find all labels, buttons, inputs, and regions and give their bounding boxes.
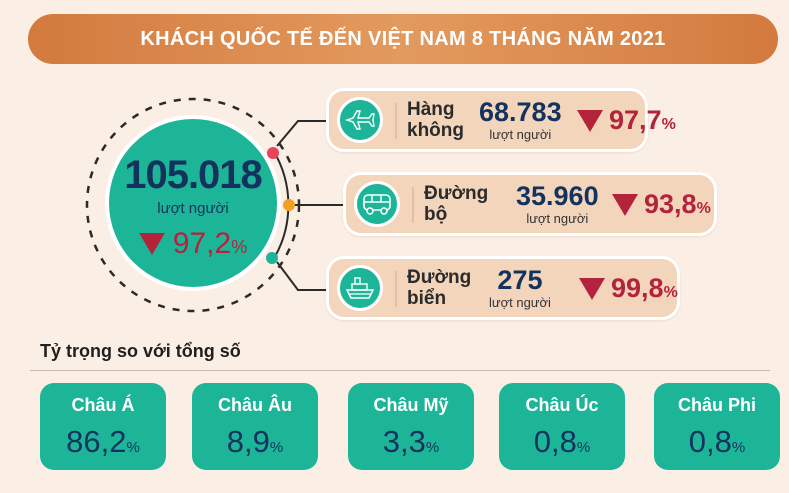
percent-sign: %: [731, 439, 746, 456]
share-box-asia: Châu Á 86,2%: [40, 383, 166, 470]
down-triangle-icon: [579, 277, 605, 300]
value: 35.960: [516, 181, 599, 211]
percent-sign: %: [661, 116, 676, 133]
mode-label: Đường bộ: [424, 183, 488, 225]
region-share: 3,3%: [348, 424, 474, 460]
percent-sign: %: [663, 284, 678, 301]
label-line2: bộ: [424, 204, 448, 225]
region-share: 0,8%: [654, 424, 780, 460]
down-triangle-icon: [577, 109, 603, 132]
percent-sign: %: [231, 237, 248, 257]
region-label: Châu Phi: [677, 395, 756, 415]
down-triangle-icon: [138, 233, 165, 255]
divider: [30, 370, 770, 371]
mode-card-air: Hàng không 68.783 lượt người 97,7%: [326, 88, 676, 152]
mode-change: 93,8%: [612, 189, 711, 220]
total-unit: lượt người: [157, 200, 229, 217]
connector-graphic: [85, 97, 347, 313]
divider: [395, 271, 397, 307]
page-title: KHÁCH QUỐC TẾ ĐẾN VIỆT NAM 8 THÁNG NĂM 2…: [28, 14, 778, 64]
region-share: 0,8%: [499, 424, 625, 460]
change-value: 97,7: [609, 105, 662, 135]
change-value: 93,8: [644, 189, 697, 219]
connector-line-sea: [276, 261, 330, 291]
down-triangle-icon: [612, 193, 638, 216]
value: 68.783: [479, 97, 562, 127]
ship-icon: [337, 265, 383, 311]
mode-change: 99,8%: [579, 273, 678, 304]
mode-value: 275 lượt người: [489, 265, 551, 310]
label-line1: Đường: [407, 267, 472, 288]
dot-air: [267, 147, 279, 159]
dot-sea: [266, 252, 278, 264]
share-box-europe: Châu Âu 8,9%: [192, 383, 318, 470]
label-line1: Hàng: [407, 99, 455, 120]
share-value: 3,3: [382, 424, 426, 459]
total-value: 105.018: [124, 153, 263, 197]
percent-sign: %: [269, 439, 284, 456]
percent-sign: %: [126, 439, 140, 456]
share-value: 0,8: [688, 424, 732, 459]
share-box-africa: Châu Phi 0,8%: [654, 383, 780, 470]
share-value: 8,9: [226, 424, 270, 459]
dot-road: [283, 199, 295, 211]
connector-line-air: [276, 120, 330, 147]
total-change: 97,2%: [109, 227, 277, 261]
region-share: 8,9%: [192, 424, 318, 460]
region-label: Châu Á: [71, 395, 135, 415]
mode-value: 68.783 lượt người: [479, 97, 562, 142]
percent-sign: %: [425, 439, 440, 456]
unit: lượt người: [489, 295, 551, 310]
divider: [412, 187, 414, 223]
region-share: 86,2%: [40, 424, 166, 460]
share-box-america: Châu Mỹ 3,3%: [348, 383, 474, 470]
region-label: Châu Úc: [525, 395, 599, 415]
share-value: 0,8: [533, 424, 577, 459]
share-box-oceania: Châu Úc 0,8%: [499, 383, 625, 470]
total-change-value: 97,2: [172, 227, 232, 260]
value: 275: [497, 265, 543, 295]
mode-card-road: Đường bộ 35.960 lượt người 93,8%: [343, 172, 717, 236]
label-line2: biển: [407, 288, 447, 309]
unit: lượt người: [489, 127, 552, 142]
total-circle: 105.018 lượt người 97,2%: [105, 115, 281, 291]
region-label: Châu Mỹ: [373, 395, 449, 415]
mode-change: 97,7%: [577, 105, 676, 136]
share-heading: Tỷ trọng so với tổng số: [40, 341, 241, 361]
mode-label: Đường biển: [407, 267, 471, 309]
label-line1: Đường: [424, 183, 489, 204]
mode-label: Hàng không: [407, 99, 464, 141]
divider: [395, 103, 397, 139]
airplane-icon: [337, 97, 383, 143]
unit: lượt người: [526, 211, 589, 226]
mode-value: 35.960 lượt người: [516, 181, 599, 226]
share-value: 86,2: [66, 424, 127, 459]
percent-sign: %: [696, 200, 711, 217]
change-value: 99,8: [611, 273, 664, 303]
region-label: Châu Âu: [218, 395, 292, 415]
mode-card-sea: Đường biển 275 lượt người 99,8%: [326, 256, 680, 320]
percent-sign: %: [576, 439, 591, 456]
label-line2: không: [407, 120, 464, 141]
bus-icon: [354, 181, 400, 227]
